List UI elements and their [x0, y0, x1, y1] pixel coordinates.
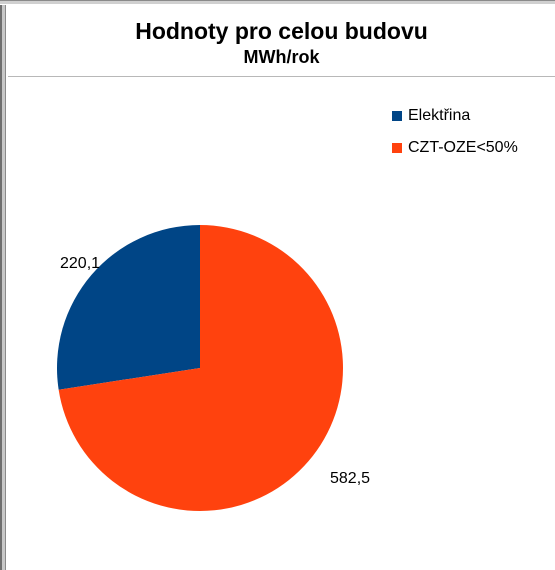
data-label-czt-oze: 582,5: [330, 470, 370, 487]
chart-legend: Elektřina CZT-OZE<50%: [392, 100, 518, 164]
legend-swatch-elektrina: [392, 111, 402, 121]
legend-swatch-czt-oze: [392, 143, 402, 153]
chart-subtitle: MWh/rok: [243, 47, 320, 67]
window-frame-top: [0, 0, 555, 5]
pie-data-labels: 220,1 582,5: [60, 255, 370, 487]
chart-title-area: Hodnoty pro celou budovu MWh/rok: [8, 4, 555, 77]
legend-label-elektrina: Elektřina: [408, 107, 471, 124]
pie-slice-czt-oze: [58, 225, 343, 511]
data-label-elektrina: 220,1: [60, 255, 100, 272]
chart-title: Hodnoty pro celou budovu: [135, 18, 428, 44]
legend-label-czt-oze: CZT-OZE<50%: [408, 139, 518, 156]
pie-slice-elektrina: [56, 225, 200, 390]
legend-item-czt-oze: CZT-OZE<50%: [392, 132, 518, 164]
legend-item-elektrina: Elektřina: [392, 100, 518, 132]
pie-slices: [56, 225, 343, 511]
window-frame-left: [0, 0, 8, 570]
